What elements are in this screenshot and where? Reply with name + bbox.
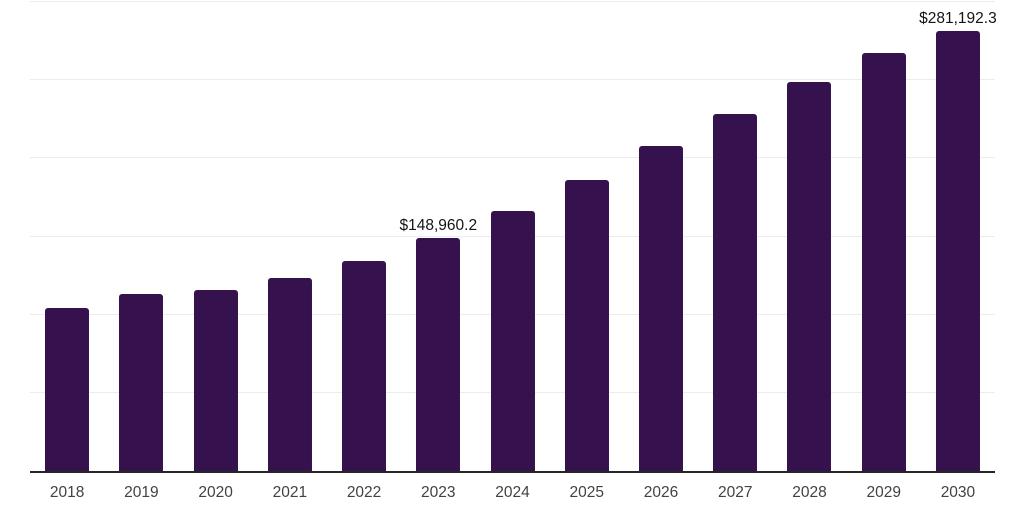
x-tick-label: 2026 — [643, 484, 679, 501]
bar-slot — [30, 2, 104, 471]
bar — [713, 114, 758, 471]
bar — [564, 180, 609, 471]
gridline — [30, 157, 995, 159]
bar — [342, 261, 387, 471]
bar-slot — [178, 2, 252, 471]
bar — [119, 293, 164, 471]
gridline — [30, 1, 995, 2]
gridline — [30, 79, 995, 81]
plot-area: $148,960.2 $281,192.3 — [30, 1, 997, 473]
bar-slot — [327, 2, 401, 471]
bars-row: $148,960.2 $281,192.3 — [30, 2, 997, 471]
x-tick-label: 2027 — [717, 484, 753, 501]
bar — [861, 53, 906, 471]
bar-slot — [847, 2, 921, 471]
bar-slot — [475, 2, 549, 471]
x-tick-label: 2024 — [495, 484, 530, 501]
bar-slot — [253, 2, 327, 471]
bar — [416, 238, 461, 471]
x-tick-label: 2028 — [792, 484, 827, 501]
bar — [193, 290, 238, 471]
x-tick-label: 2022 — [346, 484, 382, 501]
x-tick-label: 2019 — [124, 484, 159, 501]
bar — [490, 210, 535, 471]
bar-slot: $148,960.2 — [399, 2, 478, 471]
bar-slot — [698, 2, 772, 471]
bar — [638, 145, 683, 471]
x-tick-label: 2025 — [569, 484, 604, 501]
x-axis-labels: 2018 2019 2020 2021 2022 2023 2024 2025 2026 2027… — [30, 483, 995, 503]
bar — [45, 307, 90, 471]
bar-slot: $281,192.3 — [919, 2, 997, 471]
bar-slot — [104, 2, 178, 471]
x-tick-label: 2023 — [421, 484, 456, 501]
bar-value-label: $148,960.2 — [399, 217, 478, 235]
bar — [935, 31, 980, 471]
bar — [267, 277, 312, 471]
bar — [787, 82, 832, 471]
x-tick-label: 2021 — [272, 484, 308, 501]
bar-slot — [772, 2, 846, 471]
x-tick-label: 2030 — [940, 484, 976, 501]
x-tick-label: 2020 — [198, 484, 233, 501]
bar-slot — [624, 2, 698, 471]
x-tick-label: 2029 — [866, 484, 901, 501]
bar-value-label: $281,192.3 — [919, 10, 997, 28]
bar-slot — [550, 2, 624, 471]
x-tick-label: 2018 — [49, 484, 85, 501]
